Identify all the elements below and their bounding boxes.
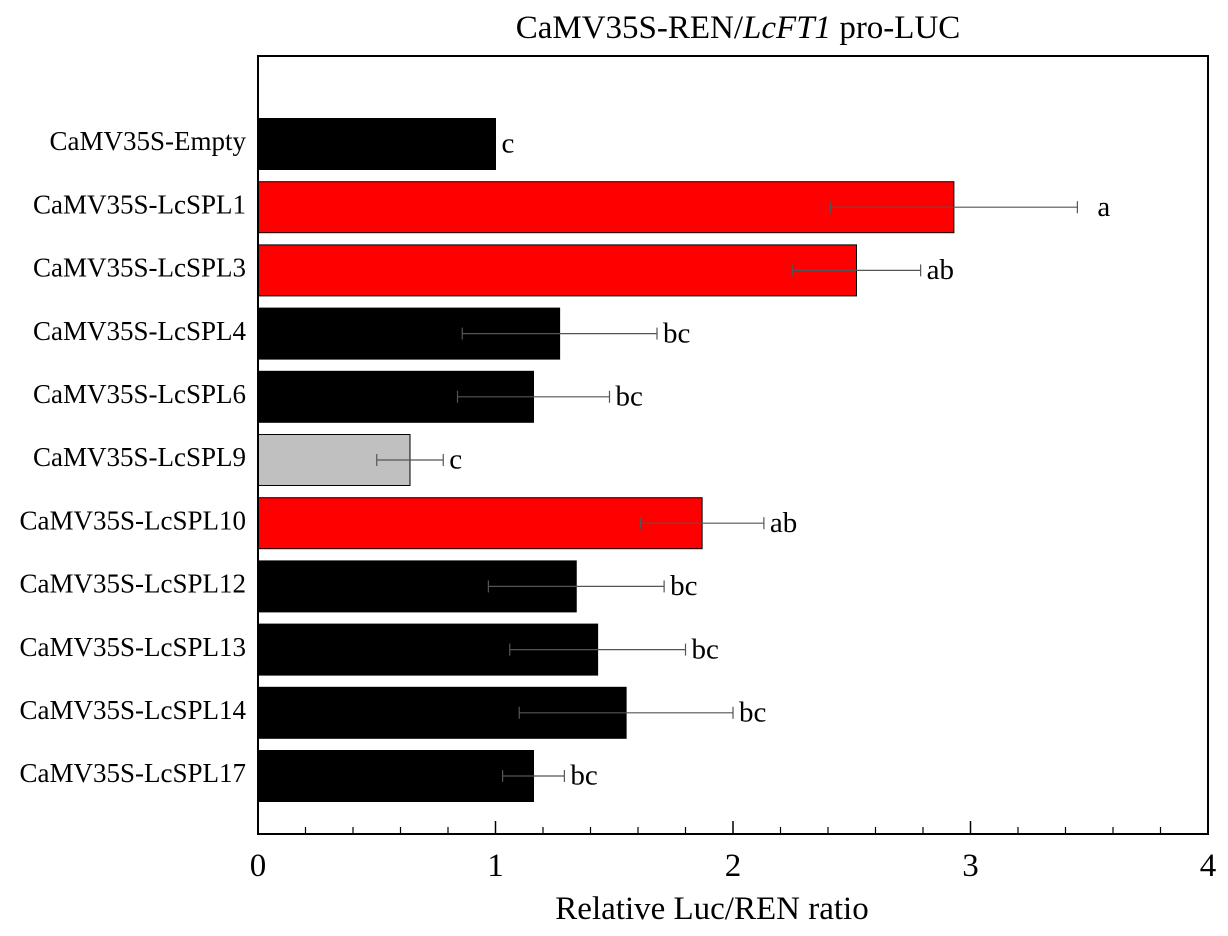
chart-title-suffix: pro-LUC (831, 10, 960, 46)
category-label: CaMV35S-LcSPL12 (19, 569, 246, 599)
category-label: CaMV35S-LcSPL14 (19, 695, 246, 725)
x-tick-label: 4 (1200, 848, 1217, 884)
significance-label: bc (616, 380, 643, 412)
x-tick-label: 2 (725, 848, 742, 884)
bar (257, 750, 534, 802)
category-label: CaMV35S-LcSPL4 (33, 316, 247, 346)
category-label: CaMV35S-Empty (49, 126, 246, 156)
significance-label: bc (663, 317, 690, 349)
significance-label: bc (670, 570, 697, 602)
axis-layer: CaMV35S-Empty CaMV35S-LcSPL1 CaMV35S-LcSPL… (19, 55, 1217, 884)
category-label: CaMV35S-LcSPL17 (19, 758, 246, 788)
bar (257, 244, 857, 297)
x-tick-label: 1 (487, 848, 504, 884)
significance-label: ab (927, 254, 954, 286)
bar (257, 118, 496, 170)
category-label: CaMV35S-LcSPL1 (33, 189, 246, 219)
significance-label: a (1097, 191, 1110, 223)
chart-title: CaMV35S-REN/LcFT1 pro-LUC (516, 10, 961, 46)
category-label: CaMV35S-LcSPL9 (33, 442, 246, 472)
category-label: CaMV35S-LcSPL3 (33, 253, 246, 283)
chart-title-prefix: CaMV35S-REN/ (516, 10, 744, 46)
category-label: CaMV35S-LcSPL6 (33, 379, 246, 409)
significance-label: bc (692, 633, 719, 665)
category-label: CaMV35S-LcSPL13 (19, 632, 246, 662)
significance-label: bc (570, 760, 597, 792)
significance-label: c (502, 128, 515, 160)
bar (257, 497, 703, 550)
significance-label: bc (739, 696, 766, 728)
chart-title-italic: LcFT1 (742, 10, 831, 46)
x-axis-label: Relative Luc/REN ratio (555, 891, 868, 927)
x-tick-label: 0 (250, 848, 267, 884)
category-label: CaMV35S-LcSPL10 (19, 505, 246, 535)
significance-label: c (449, 444, 462, 476)
x-tick-label: 3 (962, 848, 979, 884)
significance-label: ab (770, 507, 797, 539)
